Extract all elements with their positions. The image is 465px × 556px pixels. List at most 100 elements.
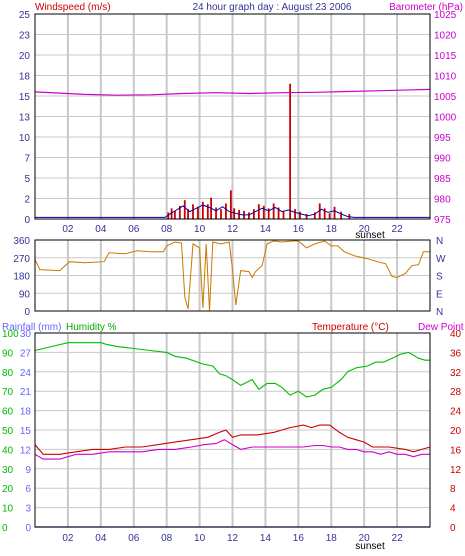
bot-xtick-18: 18 [326,533,338,544]
baro-ytick-995: 995 [434,133,451,144]
bot-xtick-08: 08 [161,533,173,544]
wind-ytick-0: 0 [24,215,30,226]
wind-bar-29 [305,214,308,219]
bot-xtick-06: 06 [128,533,140,544]
wind-bar-27 [294,209,296,219]
temperature-line [34,424,431,455]
temp-ytick-0: 0 [450,523,456,534]
humidity-ytick-0: 0 [2,523,8,534]
wind-bar-12 [220,209,222,219]
windspeed-axis-label: Windspeed (m/s) [35,2,111,13]
top-xtick-16: 16 [293,224,305,235]
wind-ytick-10: 10 [19,133,31,144]
wind-bar-25 [282,211,285,219]
humidity-ytick-60: 60 [2,407,14,418]
dir-ytick-180: 180 [13,272,30,283]
humidity-ytick-70: 70 [2,387,14,398]
top-xtick-18: 18 [326,224,338,235]
humidity-ytick-100: 100 [2,329,19,340]
top-xtick-22: 22 [392,224,404,235]
wind-ytick-2: 2 [24,195,30,206]
humidity-ytick-30: 30 [2,465,14,476]
wind-avg-line [35,204,430,218]
wind-bar-9 [206,204,209,219]
temp-ytick-12: 12 [450,465,462,476]
temp-ytick-24: 24 [450,407,462,418]
wind-ytick-18: 18 [19,72,31,83]
wind-bar-30 [313,212,316,219]
baro-ytick-1005: 1005 [434,92,457,103]
wind-bar-14 [229,190,232,219]
frames-layer [34,13,431,528]
humidity-ytick-40: 40 [2,445,14,456]
humidity-line [34,342,430,398]
wind-bar-31 [318,203,321,219]
grid-layer [35,14,430,527]
humidity-ytick-20: 20 [2,484,14,495]
dir-compass-1: E [436,289,443,300]
dir-compass-0: N [436,307,443,318]
top-panel-frame [34,13,431,220]
top-xtick-08: 08 [161,224,173,235]
temp-ytick-20: 20 [450,426,462,437]
wind-ytick-7: 7 [24,154,30,165]
wind-bar-23 [272,203,275,219]
dewpoint-axis-label: Dew Point [418,322,464,333]
wind-bar-20 [257,204,260,219]
dir-compass-4: N [436,236,443,247]
bot-xtick-16: 16 [293,533,305,544]
wind-bar-34 [333,206,336,219]
temp-ytick-4: 4 [450,504,456,515]
top-xtick-20: 20 [359,224,371,235]
baro-ytick-1020: 1020 [434,31,457,42]
rain-ytick-12: 12 [20,445,32,456]
dir-ytick-90: 90 [19,289,31,300]
wind-bar-5 [187,209,189,219]
wind-bar-11 [215,207,217,219]
wind-bar-28 [299,211,301,219]
rain-ytick-18: 18 [20,407,32,418]
baro-ytick-990: 990 [434,154,451,165]
rain-ytick-6: 6 [25,484,31,495]
temp-ytick-36: 36 [450,348,462,359]
humidity-ytick-50: 50 [2,426,14,437]
wind-bar-32 [323,208,326,219]
bottom-panel-frame [34,332,431,528]
rain-ytick-0: 0 [25,523,31,534]
bot-xtick-12: 12 [227,533,239,544]
humidity-ytick-10: 10 [2,504,14,515]
rain-ytick-30: 30 [20,329,32,340]
wind-ytick-5: 5 [24,174,30,185]
bot-xtick-22: 22 [392,533,404,544]
rain-ytick-27: 27 [20,348,32,359]
bot-xtick-10: 10 [194,533,206,544]
wind-bar-6 [192,204,194,219]
temperature-axis-label: Temperature (°C) [312,322,389,333]
bot-xtick-14: 14 [260,533,272,544]
wind-bar-2 [173,210,176,219]
top-xtick-06: 06 [128,224,140,235]
rain-ytick-3: 3 [25,504,31,515]
bot-xtick-02: 02 [62,533,74,544]
rain-ytick-21: 21 [20,387,32,398]
wind-bar-15 [233,208,236,219]
humidity-ytick-80: 80 [2,368,14,379]
baro-ytick-1025: 1025 [434,10,457,21]
wind-bar-22 [267,208,270,219]
wind-ytick-13: 13 [19,113,31,124]
tick-labels-layer: 0257101315182023259759809859909951000100… [2,10,462,544]
wind-ytick-23: 23 [19,31,31,42]
baro-ytick-985: 985 [434,174,451,185]
sunset-label-bottom: sunset [355,541,385,552]
dir-ytick-360: 360 [13,236,30,247]
chart-title: 24 hour graph day : August 23 2006 [192,2,351,13]
direction-panel-frame [34,239,431,312]
top-xtick-04: 04 [95,224,107,235]
baro-ytick-1000: 1000 [434,113,457,124]
wind-bar-3 [178,205,181,219]
dewpoint-line [34,439,430,460]
wind-bar-18 [248,212,250,219]
baro-ytick-975: 975 [434,215,451,226]
